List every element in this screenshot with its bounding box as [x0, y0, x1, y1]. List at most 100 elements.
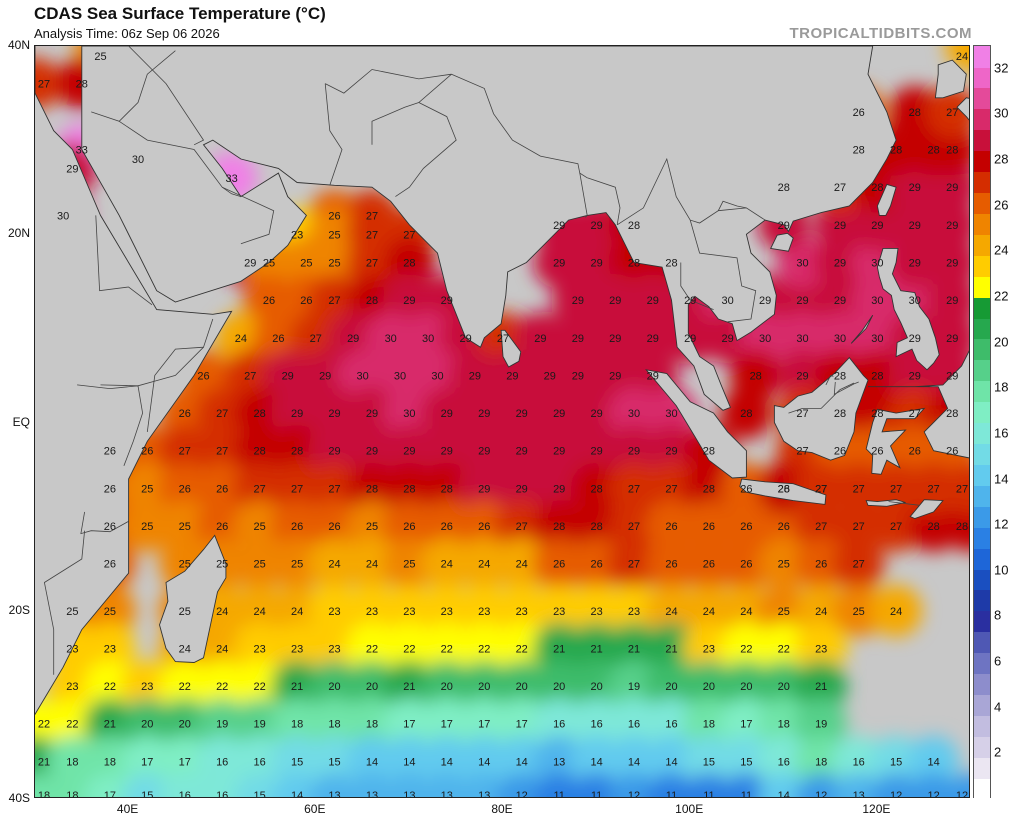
colorbar-segment [974, 527, 990, 549]
land-polygon [500, 329, 522, 368]
sst-cell [420, 387, 473, 440]
border-line [371, 73, 452, 145]
sst-value: 27 [403, 229, 415, 241]
sst-cell [46, 697, 99, 750]
sst-value: 25 [403, 559, 415, 571]
sst-value: 18 [328, 719, 340, 731]
sst-value: 26 [553, 559, 565, 571]
sst-cell [196, 735, 249, 788]
sst-value: 29 [609, 295, 621, 307]
sst-value: 27 [853, 521, 865, 533]
sst-value: 28 [253, 446, 265, 458]
sst-value: 13 [403, 790, 415, 798]
colorbar-segment [974, 66, 990, 89]
sst-value: 29 [553, 408, 565, 420]
sst-cell [383, 537, 436, 590]
land-polygon [956, 97, 969, 121]
analysis-time: Analysis Time: 06z Sep 06 2026 [34, 26, 220, 41]
sst-value: 26 [946, 446, 958, 458]
colorbar-label: 18 [994, 379, 1009, 395]
sst-value: 22 [516, 643, 528, 655]
sst-cell [121, 462, 174, 515]
sst-value: 20 [328, 681, 340, 693]
border-line [451, 73, 588, 179]
sst-cell [813, 274, 866, 327]
sst-value: 11 [703, 790, 714, 798]
sst-cell [533, 387, 586, 440]
sst-value: 30 [871, 258, 883, 270]
sst-value: 26 [328, 210, 340, 222]
sst-cell [570, 387, 623, 440]
sst-value: 29 [909, 220, 921, 232]
sst-value: 30 [871, 333, 883, 345]
colorbar-segment [974, 150, 990, 173]
sst-value: 29 [319, 370, 331, 382]
sst-cell [233, 735, 286, 788]
sst-cell [420, 584, 473, 637]
sst-value: 27 [890, 521, 902, 533]
sst-value: 29 [796, 295, 808, 307]
sst-value: 26 [778, 483, 790, 495]
sst-cell [458, 462, 511, 515]
colorbar-label: 26 [994, 197, 1009, 213]
sst-value: 23 [291, 643, 303, 655]
sst-value: 30 [403, 408, 415, 420]
sst-value: 30 [721, 295, 733, 307]
sst-cell [271, 500, 324, 553]
sst-value: 26 [328, 521, 340, 533]
sst-value: 22 [66, 719, 78, 731]
land-polygon [876, 183, 897, 216]
sst-cell [533, 424, 586, 477]
sst-cell [795, 697, 848, 750]
sst-cell [233, 660, 286, 713]
land-polygon [770, 232, 794, 252]
sst-value: 20 [590, 681, 602, 693]
sst-value: 29 [244, 258, 256, 270]
sst-cell [757, 735, 810, 788]
border-line [91, 50, 176, 122]
sst-value: 20 [778, 681, 790, 693]
sst-value: 24 [890, 606, 902, 618]
sst-cell [608, 500, 661, 553]
sst-value: 25 [94, 51, 106, 63]
sst-value: 17 [179, 756, 191, 768]
sst-value: 28 [590, 521, 602, 533]
sst-value: 21 [38, 756, 50, 768]
colorbar-segment [974, 276, 990, 298]
sst-value: 17 [516, 719, 528, 731]
colorbar-segment [974, 568, 990, 591]
sst-value: 29 [684, 333, 696, 345]
land-polygon [81, 46, 897, 411]
colorbar-segment [974, 129, 990, 152]
sst-cell [458, 387, 511, 440]
sst-value: 21 [104, 719, 116, 731]
sst-cell [608, 424, 661, 477]
sst-value: 29 [553, 483, 565, 495]
sst-cell [832, 500, 885, 553]
sst-value: 18 [815, 756, 827, 768]
sst-value: 14 [665, 756, 677, 768]
sst-cell [682, 660, 735, 713]
sst-value: 29 [478, 408, 490, 420]
sst-value: 20 [441, 681, 453, 693]
colorbar-segment [974, 213, 990, 235]
sst-cell [870, 500, 923, 553]
sst-value: 16 [665, 719, 677, 731]
sst-value: 25 [141, 521, 153, 533]
sst-cell [645, 424, 698, 477]
sst-value: 13 [553, 756, 565, 768]
sst-value: 28 [778, 182, 790, 194]
sst-cell [495, 697, 548, 750]
sst-value: 11 [741, 790, 752, 798]
sst-value: 25 [216, 559, 228, 571]
sst-value: 25 [366, 521, 378, 533]
sst-cell [495, 622, 548, 675]
sst-value: 25 [328, 258, 340, 270]
sst-value: 30 [834, 333, 846, 345]
border-line [680, 262, 714, 310]
sst-cell [458, 584, 511, 637]
sst-value: 24 [441, 559, 453, 571]
sst-value: 22 [478, 643, 490, 655]
sst-value: 16 [590, 719, 602, 731]
sst-cell [682, 622, 735, 675]
